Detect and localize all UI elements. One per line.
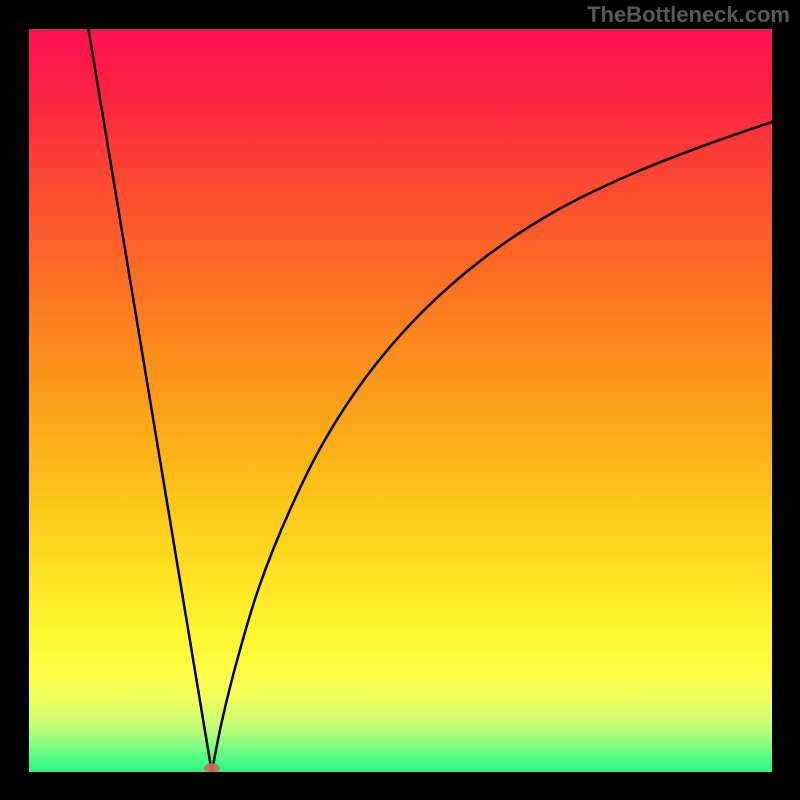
chart-container: TheBottleneck.com (0, 0, 800, 800)
gradient-background (29, 29, 772, 772)
chart-svg (29, 29, 772, 772)
watermark-text: TheBottleneck.com (587, 2, 790, 28)
plot-area (29, 29, 772, 772)
